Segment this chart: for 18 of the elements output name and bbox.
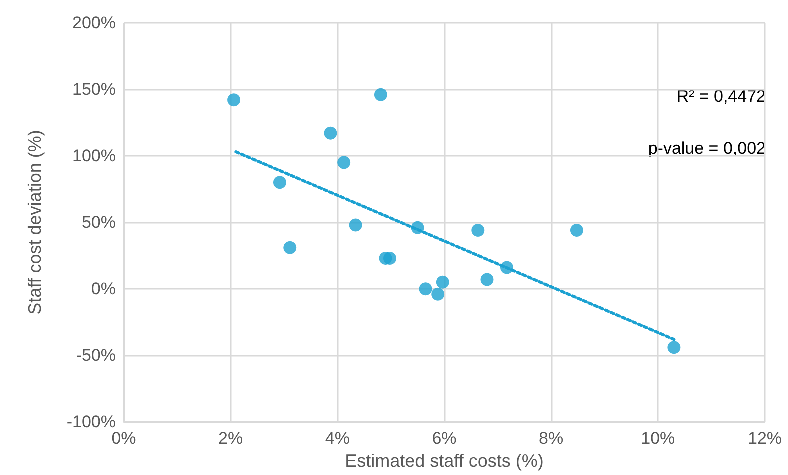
y-tick-label: 150% [72,80,116,100]
x-tick-label: 8% [539,429,564,448]
y-axis-title: Staff cost deviation (%) [25,130,45,315]
annotation: p-value = 0,002 [648,139,766,158]
x-tick-label: 12% [748,429,782,448]
x-axis-title: Estimated staff costs (%) [345,451,544,471]
x-tick-label: 6% [432,429,457,448]
x-tick-label: 0% [112,429,136,448]
x-tick-label: 4% [325,429,350,448]
x-tick-label: 2% [218,429,244,448]
x-tick-label: 10% [641,429,676,448]
y-tick-label: 200% [72,14,116,32]
y-tick-label: 0% [91,280,116,299]
annotation: R² = 0,4472 [676,87,766,106]
y-tick-label: -100% [66,412,116,432]
y-tick-label: 100% [72,146,116,166]
y-tick-label: 50% [82,213,116,232]
y-tick-label: -50% [76,346,116,366]
